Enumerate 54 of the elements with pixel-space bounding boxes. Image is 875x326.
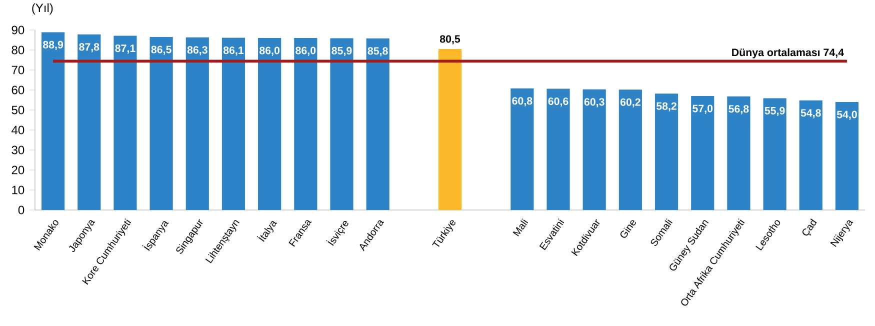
- data-label: 85,9: [332, 46, 352, 56]
- data-label: 88,9: [43, 40, 64, 50]
- y-axis-title: (Yıl): [32, 3, 53, 15]
- bar: [510, 88, 534, 210]
- data-label: 86,3: [187, 46, 208, 56]
- data-label: 86,1: [223, 46, 244, 56]
- data-label: 54,0: [836, 110, 857, 120]
- bar: [546, 88, 570, 210]
- data-label: 56,8: [728, 105, 749, 114]
- bar: [727, 96, 750, 210]
- data-label: 60,2: [620, 98, 640, 108]
- data-label: 60,8: [512, 97, 532, 106]
- data-label: 86,0: [260, 46, 280, 56]
- ref-line-label: Dünya ortalaması 74,4: [732, 48, 844, 58]
- y-tick-label: 10: [12, 186, 24, 194]
- data-label: 87,8: [79, 43, 100, 52]
- data-label: 80,5: [440, 35, 460, 44]
- y-tick-label: 80: [12, 46, 24, 54]
- data-label: 57,0: [692, 104, 713, 114]
- bar: [294, 38, 318, 210]
- y-tick-label: 50: [12, 106, 24, 114]
- data-label: 58,2: [656, 102, 676, 112]
- bar: [618, 90, 642, 210]
- bar: [691, 96, 714, 210]
- bar: [763, 98, 786, 210]
- data-label: 54,8: [800, 109, 821, 118]
- data-label: 85,8: [368, 47, 388, 56]
- bar: [114, 36, 137, 210]
- y-tick-label: 20: [12, 166, 24, 174]
- bar: [78, 34, 101, 210]
- bar: [654, 94, 678, 210]
- data-label: 86,0: [296, 46, 316, 56]
- data-label: 60,3: [584, 98, 604, 108]
- bar: [222, 38, 246, 210]
- bar: [835, 102, 859, 210]
- data-label: 60,6: [548, 98, 568, 107]
- y-tick-label: 60: [12, 86, 24, 94]
- y-tick-label: 0: [18, 206, 24, 214]
- bar: [330, 38, 354, 210]
- data-label: 55,9: [764, 106, 785, 116]
- y-tick-label: 90: [12, 26, 24, 34]
- bar: [582, 89, 606, 210]
- bar: [42, 32, 65, 210]
- bar: [799, 100, 822, 210]
- y-tick-label: 40: [12, 126, 24, 134]
- bar: [438, 49, 462, 210]
- bar: [186, 37, 209, 210]
- data-label: 86,5: [151, 46, 172, 55]
- data-label: 87,1: [115, 44, 136, 54]
- y-tick-label: 70: [12, 66, 24, 74]
- bar: [366, 38, 390, 210]
- y-tick-label: 30: [12, 146, 24, 154]
- bar: [150, 37, 173, 210]
- bar: [258, 38, 282, 210]
